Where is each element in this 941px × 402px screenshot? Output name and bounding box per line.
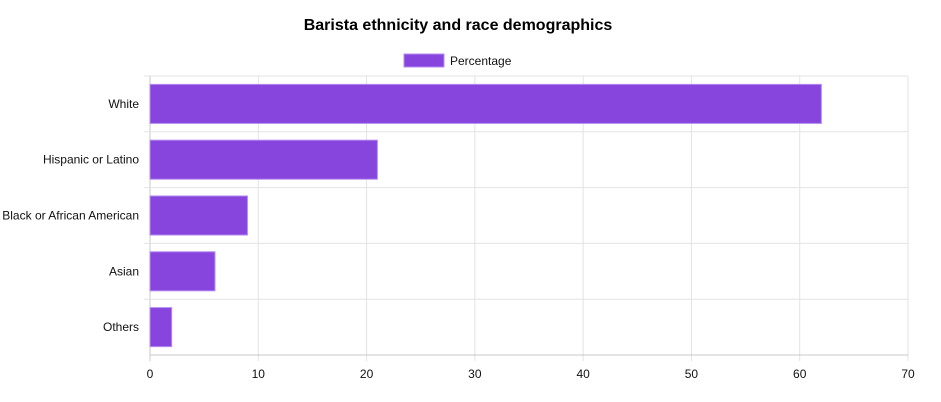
x-axis-labels: 0 10 20 30 40 50 60 70	[147, 367, 915, 381]
legend-label: Percentage	[450, 54, 512, 68]
bars	[149, 83, 822, 348]
x-tick-label: 0	[147, 367, 154, 381]
bar[interactable]	[149, 251, 216, 292]
bar[interactable]	[149, 139, 378, 180]
bar[interactable]	[149, 195, 248, 236]
y-tick-label: Hispanic or Latino	[43, 153, 139, 167]
y-axis-labels: White Hispanic or Latino Black or African …	[2, 97, 139, 334]
x-tick-label: 40	[576, 367, 590, 381]
x-tick-label: 70	[901, 367, 915, 381]
legend-swatch	[403, 53, 445, 68]
bar[interactable]	[149, 83, 822, 124]
y-tick-label: Others	[103, 320, 139, 334]
x-tick-label: 10	[252, 367, 266, 381]
bar[interactable]	[149, 307, 173, 348]
y-tick-label: Black or African American	[2, 209, 139, 223]
y-tick-label: Asian	[109, 264, 139, 278]
x-tick-label: 20	[360, 367, 374, 381]
chart-title: Barista ethnicity and race demographics	[304, 17, 613, 34]
x-tick-label: 60	[793, 367, 807, 381]
x-tick-label: 30	[468, 367, 482, 381]
legend[interactable]: Percentage	[403, 53, 512, 68]
y-tick-label: White	[108, 97, 139, 111]
x-tick-label: 50	[685, 367, 699, 381]
